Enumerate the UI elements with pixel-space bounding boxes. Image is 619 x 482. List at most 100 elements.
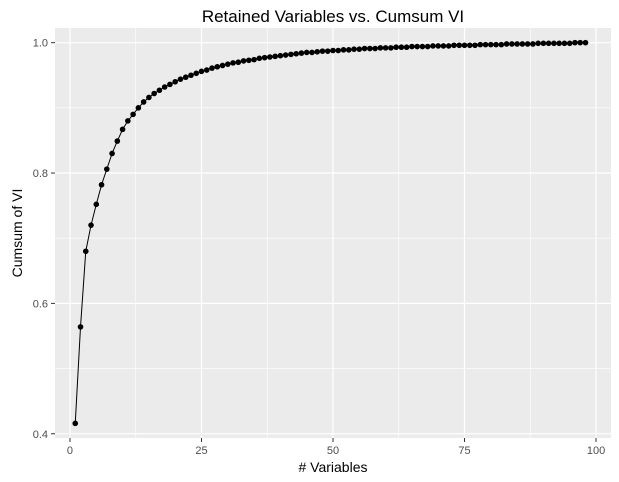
data-point	[167, 81, 173, 88]
data-point	[267, 54, 273, 60]
data-point	[256, 55, 263, 62]
data-point	[82, 248, 89, 255]
data-point	[125, 118, 131, 124]
data-point	[156, 87, 163, 94]
data-point	[566, 40, 573, 47]
data-point	[93, 201, 100, 208]
data-point	[172, 78, 178, 85]
data-point	[435, 43, 442, 49]
data-point	[488, 41, 494, 48]
data-point	[130, 111, 136, 118]
data-point	[188, 72, 194, 79]
data-point	[240, 58, 247, 64]
x-tick-label: 75	[458, 445, 470, 457]
data-point	[309, 49, 315, 56]
data-point	[398, 44, 405, 51]
y-tick-label: 0.8	[33, 168, 48, 180]
data-point	[140, 99, 147, 105]
data-point	[151, 90, 157, 97]
data-point	[577, 39, 584, 46]
data-point	[198, 68, 205, 75]
data-point	[324, 48, 331, 54]
data-point	[351, 46, 357, 52]
data-point	[261, 54, 268, 61]
data-point	[356, 46, 363, 52]
data-point	[388, 45, 394, 51]
data-point	[430, 43, 436, 49]
data-point	[540, 40, 547, 47]
data-point	[393, 44, 399, 51]
data-point	[461, 42, 468, 49]
data-point	[382, 45, 389, 51]
data-point	[556, 40, 562, 47]
data-point	[530, 41, 536, 47]
data-point	[282, 52, 289, 58]
data-point	[477, 41, 484, 48]
data-point	[451, 42, 457, 49]
data-point	[482, 41, 489, 48]
data-point	[230, 60, 236, 66]
data-point	[419, 43, 426, 50]
data-point	[377, 45, 384, 51]
data-point	[524, 41, 531, 47]
data-point	[77, 324, 84, 330]
data-point	[109, 150, 115, 157]
data-point	[472, 42, 478, 49]
x-tick-label: 0	[67, 445, 73, 457]
data-point	[177, 76, 184, 82]
data-point	[119, 126, 126, 133]
chart-title: Retained Variables vs. Cumsum VI	[202, 7, 464, 26]
data-point	[509, 41, 515, 47]
data-point	[209, 65, 215, 71]
data-point	[519, 41, 526, 47]
data-point	[561, 40, 568, 47]
data-point	[367, 45, 373, 52]
y-tick-label: 1.0	[33, 38, 48, 50]
data-point	[277, 52, 284, 59]
data-point	[445, 43, 452, 49]
data-point	[503, 41, 510, 47]
data-point	[303, 49, 310, 56]
y-tick-label: 0.6	[33, 298, 48, 310]
data-point	[272, 53, 278, 60]
data-point	[146, 94, 152, 101]
data-point	[545, 40, 552, 47]
data-point	[182, 74, 189, 81]
x-axis-label: # Variables	[298, 459, 367, 475]
data-point	[98, 181, 105, 188]
data-point	[372, 45, 378, 52]
data-point	[319, 48, 326, 54]
data-point	[424, 43, 431, 50]
data-point	[114, 138, 121, 144]
data-point	[161, 84, 168, 90]
data-point	[409, 43, 415, 50]
data-point	[582, 39, 589, 46]
data-point	[214, 63, 221, 70]
axis-ticks: 0 25 50 75 100 0.4 0.6 0.8 1.0	[33, 38, 605, 457]
data-point	[88, 222, 94, 228]
data-point	[219, 62, 226, 69]
data-point	[361, 45, 368, 52]
x-tick-label: 25	[195, 445, 207, 457]
data-point	[572, 39, 578, 46]
data-point	[498, 41, 505, 48]
data-point	[403, 44, 410, 51]
data-point	[293, 50, 299, 57]
data-point	[235, 59, 242, 66]
x-tick-label: 100	[587, 445, 605, 457]
data-point	[203, 67, 210, 73]
data-point	[298, 50, 305, 56]
data-point	[288, 51, 294, 58]
data-point	[193, 70, 200, 77]
data-point	[330, 47, 336, 54]
data-point	[535, 40, 541, 47]
data-point	[135, 105, 142, 111]
data-point	[440, 43, 447, 49]
data-point	[493, 41, 499, 48]
data-point	[104, 166, 110, 172]
data-point	[246, 57, 252, 64]
data-point	[414, 43, 420, 50]
x-tick-label: 50	[327, 445, 339, 457]
data-point	[466, 42, 473, 49]
